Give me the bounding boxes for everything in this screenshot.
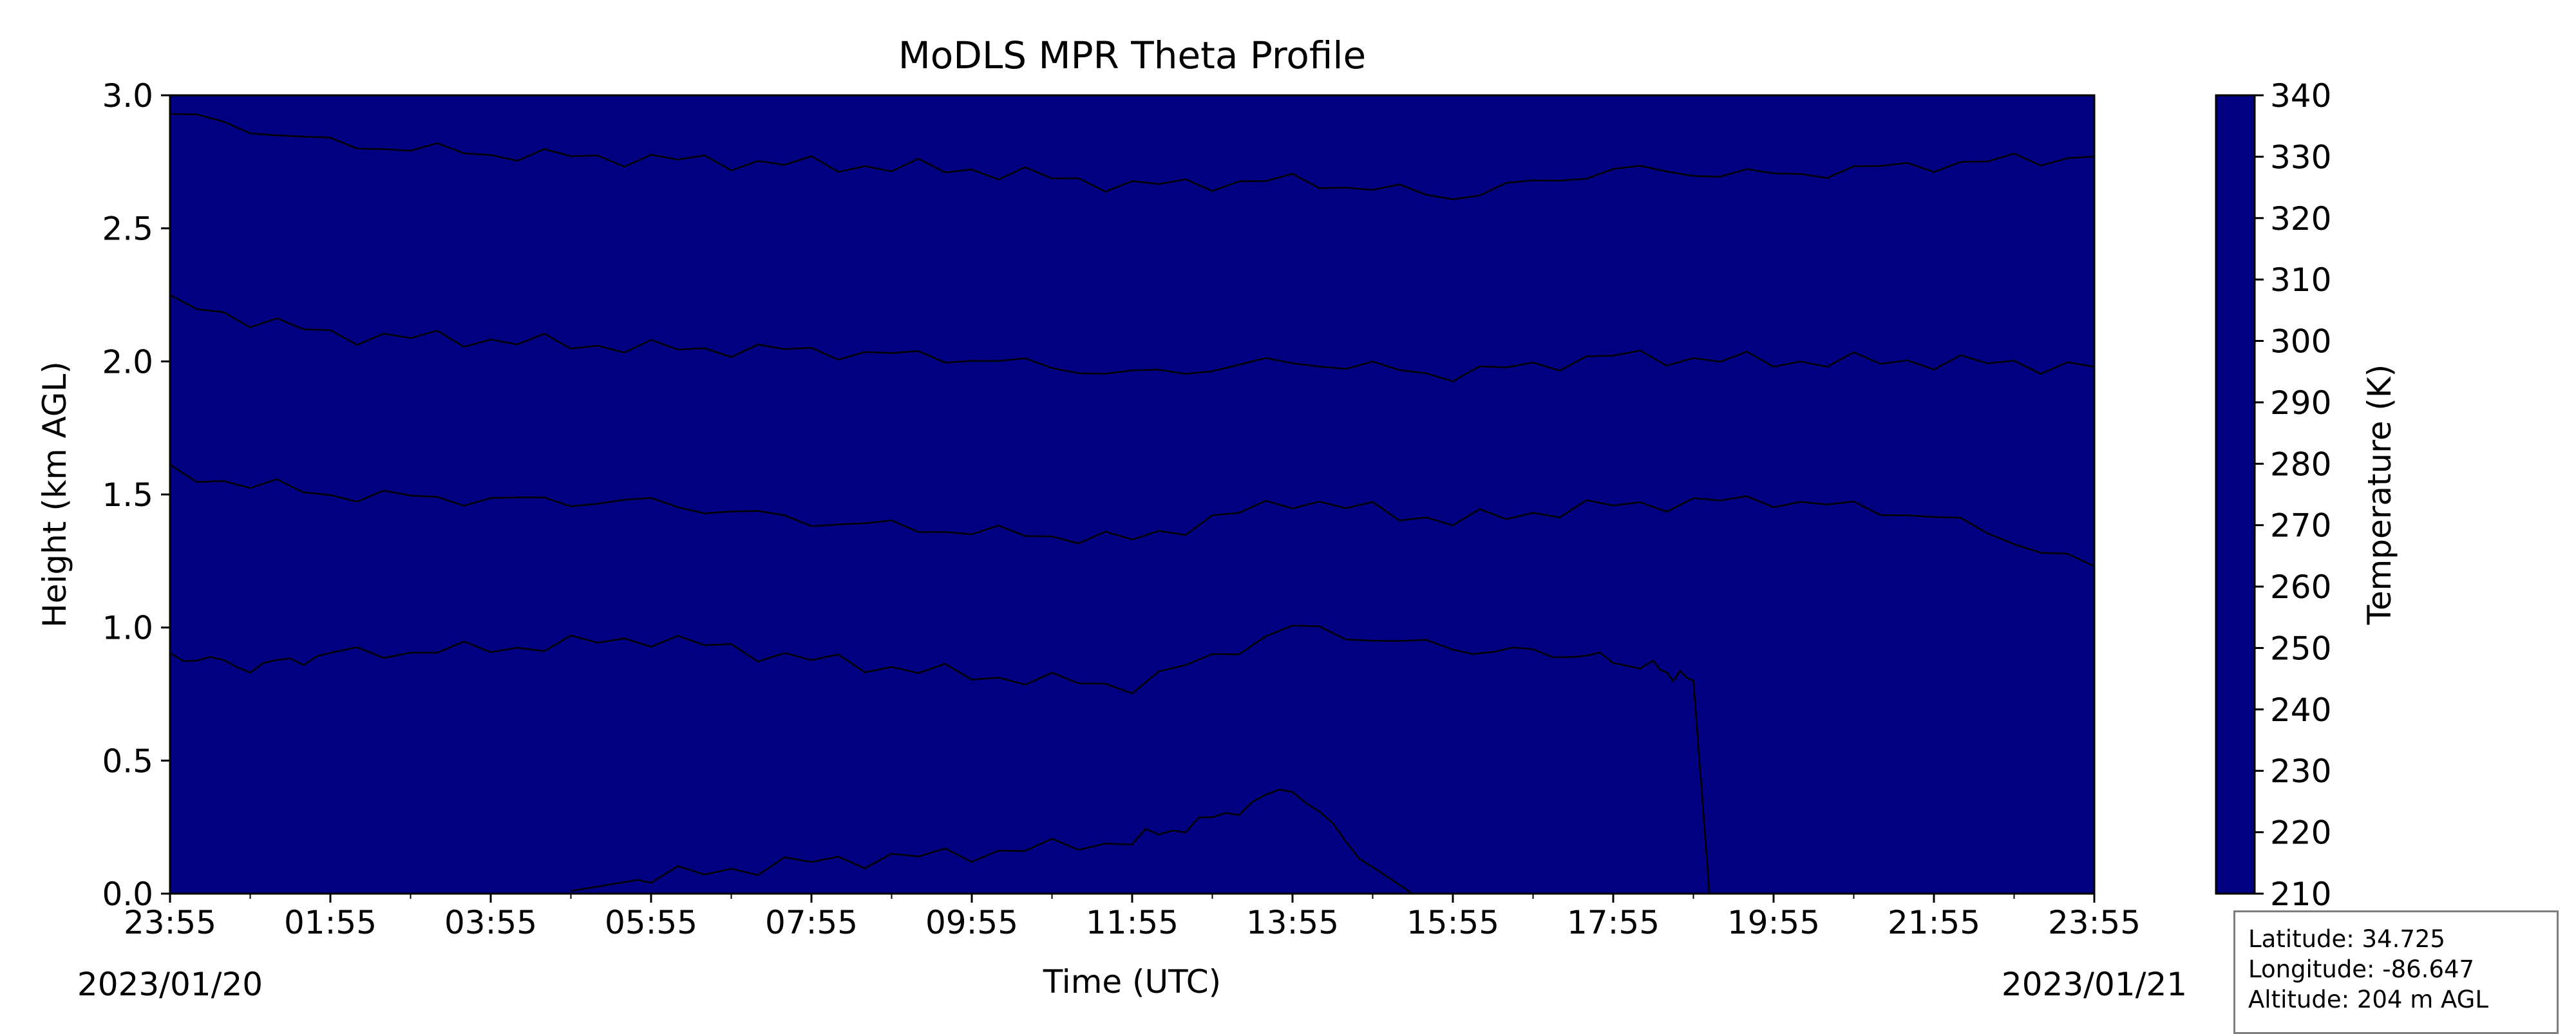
colorbar-tick-label: 260 — [2270, 569, 2331, 606]
x-tick-label: 17:55 — [1567, 904, 1660, 941]
colorbar-tick-label: 330 — [2270, 138, 2331, 176]
colorbar-band — [2216, 156, 2255, 188]
colorbar-tick-label: 300 — [2270, 323, 2331, 361]
colorbar-band — [2216, 187, 2255, 219]
colorbar-band — [2216, 433, 2255, 465]
colorbar-band — [2216, 771, 2255, 802]
colorbar-band — [2216, 279, 2255, 311]
colorbar-band — [2216, 832, 2255, 864]
colorbar-band — [2216, 617, 2255, 649]
colorbar-band — [2216, 709, 2255, 741]
x-tick-label: 07:55 — [765, 904, 858, 941]
contour-line-295 — [170, 294, 2094, 382]
y-axis-label: Height (km AGL) — [36, 361, 73, 628]
y-axis: 0.0 0.5 1.0 1.5 2.0 2.5 3.0 — [102, 77, 170, 913]
x-tick-label: 23:55 — [2048, 904, 2141, 941]
colorbar-tick-label: 320 — [2270, 200, 2331, 238]
colorbar-tick-label: 240 — [2270, 691, 2331, 729]
x-tick-label: 21:55 — [1888, 904, 1980, 941]
colorbar-band — [2216, 464, 2255, 495]
station-info-box: Latitude: 34.725 Longitude: -86.647 Alti… — [2233, 910, 2559, 1034]
colorbar-band — [2216, 587, 2255, 618]
contour-line-285 — [170, 625, 1710, 894]
colorbar-band — [2216, 402, 2255, 434]
x-tick-label: 11:55 — [1086, 904, 1179, 941]
colorbar-band — [2216, 218, 2255, 250]
y-tick-label: 0.5 — [102, 742, 153, 780]
colorbar-band — [2216, 95, 2255, 127]
colorbar-tick-label: 250 — [2270, 630, 2331, 667]
colorbar-frame — [2215, 94, 2256, 895]
colorbar-band — [2216, 310, 2255, 342]
x-axis: 23:55 01:55 03:55 05:55 07:55 09:55 11:55 13:55… — [124, 894, 2141, 941]
colorbar-band — [2216, 679, 2255, 710]
y-tick-label: 1.5 — [102, 476, 153, 514]
colorbar-band — [2216, 648, 2255, 679]
colorbar-tick-label: 220 — [2270, 814, 2331, 852]
x-axis-label: Time (UTC) — [1043, 963, 1221, 1001]
colorbar-band — [2216, 249, 2255, 280]
warm-upper-region — [170, 95, 2094, 197]
colorbar-band — [2216, 801, 2255, 833]
colorbar-band — [2216, 126, 2255, 158]
y-tick-label: 0.0 — [102, 876, 153, 913]
colorbar-band — [2216, 525, 2255, 557]
colorbar-tick-label: 290 — [2270, 384, 2331, 422]
x-tick-label: 23:55 — [124, 904, 216, 941]
theta-field — [170, 95, 2094, 894]
cool-surface-region — [571, 787, 1413, 894]
colorbar-tick-label: 210 — [2270, 876, 2331, 913]
colorbar-band — [2216, 341, 2255, 373]
longitude-text: Longitude: -86.647 — [2248, 955, 2475, 983]
contour-line-275 — [571, 789, 1414, 894]
colorbar-label: Temperature (K) — [2361, 364, 2398, 625]
colorbar: 210 220 230 240 250 260 270 280 290 300 310 320 330 3… — [2215, 77, 2331, 913]
x-tick-label: 05:55 — [605, 904, 697, 941]
y-tick-label: 2.5 — [102, 211, 153, 248]
chart-title: MoDLS MPR Theta Profile — [898, 33, 1366, 77]
colorbar-band — [2216, 556, 2255, 587]
contour-line-300 — [170, 113, 2094, 200]
x-tick-label: 09:55 — [925, 904, 1018, 941]
y-tick-label: 2.0 — [102, 343, 153, 381]
colorbar-band — [2216, 740, 2255, 772]
y-tick-label: 1.0 — [102, 610, 153, 647]
end-date-label: 2023/01/21 — [2002, 966, 2187, 1003]
x-tick-label: 13:55 — [1246, 904, 1339, 941]
altitude-text: Altitude: 204 m AGL — [2248, 986, 2488, 1013]
colorbar-tick-label: 230 — [2270, 753, 2331, 790]
x-tick-label: 01:55 — [284, 904, 377, 941]
y-tick-label: 3.0 — [102, 77, 153, 115]
start-date-label: 2023/01/20 — [77, 966, 263, 1003]
x-tick-label: 19:55 — [1727, 904, 1820, 941]
colorbar-band — [2216, 863, 2255, 894]
colorbar-tick-label: 340 — [2270, 77, 2331, 115]
colorbar-tick-label: 270 — [2270, 507, 2331, 545]
contour-line-290 — [170, 464, 2094, 567]
x-tick-label: 15:55 — [1406, 904, 1499, 941]
plot-area — [170, 95, 2094, 894]
colorbar-tick-label: 280 — [2270, 446, 2331, 483]
x-tick-label: 03:55 — [444, 904, 537, 941]
colorbar-tick-label: 310 — [2270, 261, 2331, 299]
colorbar-band — [2216, 494, 2255, 526]
colorbar-band — [2216, 371, 2255, 403]
latitude-text: Latitude: 34.725 — [2248, 925, 2445, 953]
